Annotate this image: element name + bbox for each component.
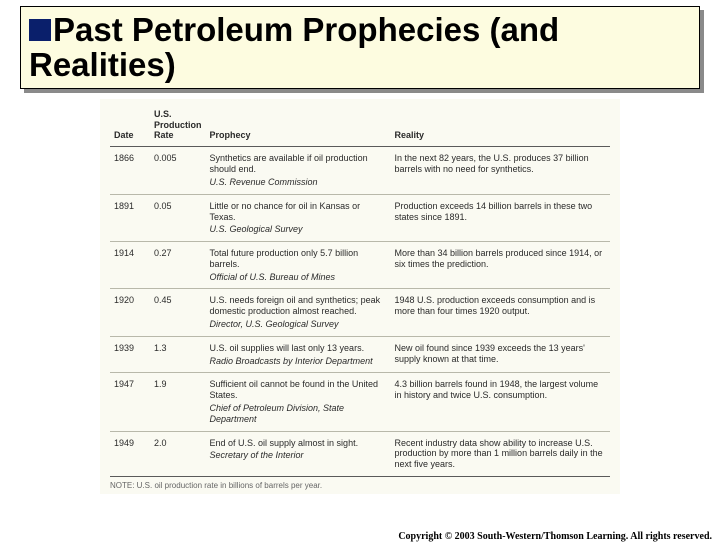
cell-reality: 1948 U.S. production exceeds consumption… — [391, 289, 611, 336]
prophecy-text: Synthetics are available if oil producti… — [210, 153, 368, 174]
cell-rate: 0.27 — [150, 242, 206, 289]
table-header-row: Date U.S. Production Rate Prophecy Reali… — [110, 105, 610, 147]
cell-prophecy: Little or no chance for oil in Kansas or… — [206, 194, 391, 241]
cell-rate: 0.45 — [150, 289, 206, 336]
table-row: 1920 0.45 U.S. needs foreign oil and syn… — [110, 289, 610, 336]
cell-rate: 1.3 — [150, 336, 206, 373]
copyright-text: Copyright © 2003 South-Western/Thomson L… — [398, 531, 712, 542]
cell-date: 1866 — [110, 147, 150, 194]
cell-prophecy: Synthetics are available if oil producti… — [206, 147, 391, 194]
cell-reality: Recent industry data show ability to inc… — [391, 431, 611, 476]
table-row: 1947 1.9 Sufficient oil cannot be found … — [110, 373, 610, 431]
prophecy-source: Radio Broadcasts by Interior Department — [210, 356, 387, 367]
cell-prophecy: U.S. needs foreign oil and synthetics; p… — [206, 289, 391, 336]
table-body: 1866 0.005 Synthetics are available if o… — [110, 147, 610, 477]
cell-prophecy: Sufficient oil cannot be found in the Un… — [206, 373, 391, 431]
prophecy-source: Secretary of the Interior — [210, 450, 387, 461]
table-row: 1866 0.005 Synthetics are available if o… — [110, 147, 610, 194]
cell-date: 1939 — [110, 336, 150, 373]
rate-hdr-l2: Production — [154, 120, 202, 130]
square-bullet-icon — [29, 19, 51, 41]
table-row: 1914 0.27 Total future production only 5… — [110, 242, 610, 289]
prophecy-text: U.S. oil supplies will last only 13 year… — [210, 343, 365, 353]
prophecy-text: End of U.S. oil supply almost in sight. — [210, 438, 359, 448]
table-row: 1939 1.3 U.S. oil supplies will last onl… — [110, 336, 610, 373]
prophecy-text: Sufficient oil cannot be found in the Un… — [210, 379, 378, 400]
cell-date: 1920 — [110, 289, 150, 336]
table-panel: Date U.S. Production Rate Prophecy Reali… — [100, 99, 620, 494]
cell-rate: 2.0 — [150, 431, 206, 476]
prophecy-source: U.S. Revenue Commission — [210, 177, 387, 188]
table-footnote: NOTE: U.S. oil production rate in billio… — [110, 481, 610, 490]
cell-rate: 1.9 — [150, 373, 206, 431]
cell-reality: 4.3 billion barrels found in 1948, the l… — [391, 373, 611, 431]
cell-date: 1914 — [110, 242, 150, 289]
prophecy-text: U.S. needs foreign oil and synthetics; p… — [210, 295, 381, 316]
cell-reality: More than 34 billion barrels produced si… — [391, 242, 611, 289]
prophecy-source: Official of U.S. Bureau of Mines — [210, 272, 387, 283]
table-row: 1949 2.0 End of U.S. oil supply almost i… — [110, 431, 610, 476]
rate-hdr-l3: Rate — [154, 130, 174, 140]
slide-title-container: Past Petroleum Prophecies (and Realities… — [20, 6, 700, 89]
cell-prophecy: Total future production only 5.7 billion… — [206, 242, 391, 289]
col-header-rate: U.S. Production Rate — [150, 105, 206, 147]
col-header-date: Date — [110, 105, 150, 147]
col-header-reality: Reality — [391, 105, 611, 147]
cell-date: 1949 — [110, 431, 150, 476]
cell-prophecy: U.S. oil supplies will last only 13 year… — [206, 336, 391, 373]
cell-prophecy: End of U.S. oil supply almost in sight. S… — [206, 431, 391, 476]
prophecy-source: Chief of Petroleum Division, State Depar… — [210, 403, 387, 425]
cell-date: 1891 — [110, 194, 150, 241]
prophecies-table: Date U.S. Production Rate Prophecy Reali… — [110, 105, 610, 477]
prophecy-source: Director, U.S. Geological Survey — [210, 319, 387, 330]
cell-rate: 0.05 — [150, 194, 206, 241]
prophecy-text: Total future production only 5.7 billion… — [210, 248, 359, 269]
cell-reality: In the next 82 years, the U.S. produces … — [391, 147, 611, 194]
title-panel: Past Petroleum Prophecies (and Realities… — [20, 6, 700, 89]
cell-reality: Production exceeds 14 billion barrels in… — [391, 194, 611, 241]
table-row: 1891 0.05 Little or no chance for oil in… — [110, 194, 610, 241]
slide-title: Past Petroleum Prophecies (and Realities… — [29, 11, 559, 83]
rate-hdr-l1: U.S. — [154, 109, 172, 119]
cell-rate: 0.005 — [150, 147, 206, 194]
prophecy-source: U.S. Geological Survey — [210, 224, 387, 235]
cell-reality: New oil found since 1939 exceeds the 13 … — [391, 336, 611, 373]
cell-date: 1947 — [110, 373, 150, 431]
prophecy-text: Little or no chance for oil in Kansas or… — [210, 201, 361, 222]
col-header-prophecy: Prophecy — [206, 105, 391, 147]
